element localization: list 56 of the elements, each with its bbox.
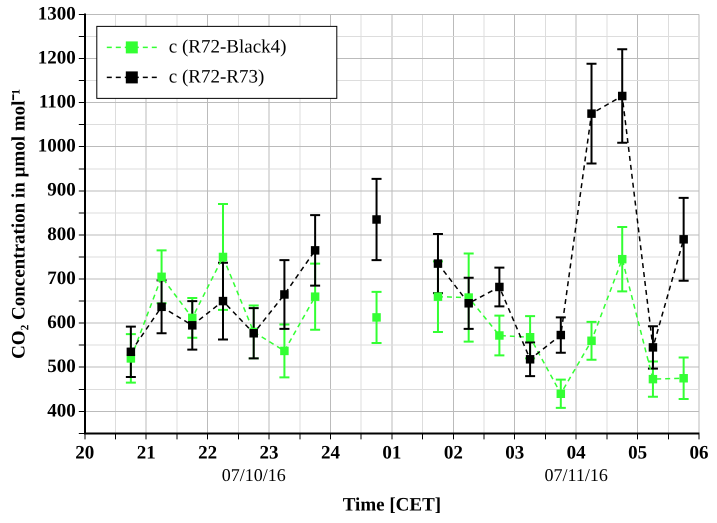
y-tick-label: 400 xyxy=(47,400,76,422)
point xyxy=(495,282,504,292)
x-tick-label: 24 xyxy=(320,442,340,464)
point xyxy=(556,330,566,340)
point xyxy=(679,374,688,383)
y-tick-label: 700 xyxy=(47,268,76,289)
x-tick-label: 06 xyxy=(690,442,708,464)
point xyxy=(280,290,289,299)
y-tick-label: 500 xyxy=(47,356,76,378)
point xyxy=(587,336,596,346)
point xyxy=(157,272,166,282)
point xyxy=(188,321,197,330)
y-axis-title: CO₂ Concentration in µmol mol⁻¹ xyxy=(8,88,30,359)
x-tick-label: 01 xyxy=(382,442,402,464)
point xyxy=(587,109,596,118)
point xyxy=(372,313,381,322)
point xyxy=(434,259,442,268)
x-tick-label: 02 xyxy=(444,442,463,464)
x-tick-label: 20 xyxy=(75,442,94,464)
point xyxy=(372,215,381,224)
point xyxy=(618,92,626,100)
point xyxy=(526,355,534,364)
text: 07/11/16 xyxy=(544,465,608,486)
point xyxy=(218,252,228,262)
y-tick-label: 1200 xyxy=(38,47,76,68)
text: 07/10/16 xyxy=(222,465,286,486)
point xyxy=(648,343,658,352)
point xyxy=(310,292,320,301)
point xyxy=(495,331,504,340)
y-tick-label: 900 xyxy=(47,180,76,201)
point xyxy=(556,389,566,398)
legend-label: c (R72-Black4) xyxy=(168,36,286,58)
x-tick-label: 22 xyxy=(198,442,218,464)
x-tick-label: 05 xyxy=(628,442,648,464)
y-tick-label: 600 xyxy=(47,312,76,334)
point xyxy=(526,333,534,342)
point xyxy=(434,292,442,301)
y-tick-label: 800 xyxy=(47,224,76,245)
x-tick-label: 03 xyxy=(505,442,524,464)
point xyxy=(126,348,136,356)
point xyxy=(679,235,688,244)
point xyxy=(218,296,228,306)
x-tick-label: 23 xyxy=(260,442,279,464)
x-tick-label: 04 xyxy=(566,442,586,464)
x-tick-label: 21 xyxy=(136,442,156,464)
y-tick-label: 1300 xyxy=(38,3,76,24)
x-axis-title: Time [CET] xyxy=(342,494,442,516)
legend-label: c (R72-R73) xyxy=(168,66,264,88)
y-tick-label: 1000 xyxy=(38,136,76,157)
point xyxy=(618,254,626,264)
point xyxy=(648,374,658,384)
point xyxy=(157,302,166,312)
point xyxy=(280,346,289,356)
point xyxy=(464,299,473,308)
y-tick-label: 1100 xyxy=(38,92,76,113)
point xyxy=(310,246,320,255)
